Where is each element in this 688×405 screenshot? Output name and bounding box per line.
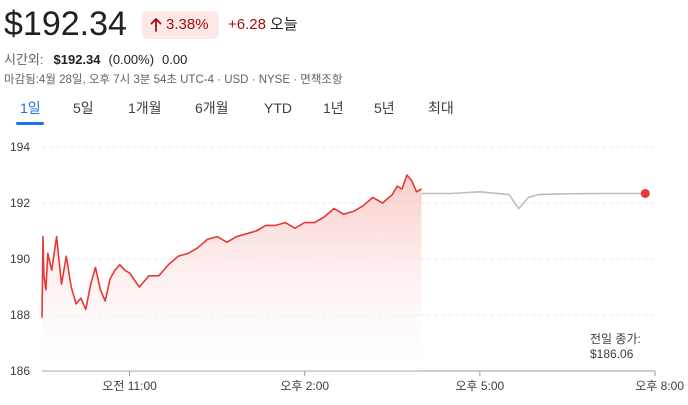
tab-1m[interactable]: 1개월 (128, 100, 162, 116)
active-tab-indicator (16, 122, 44, 125)
x-tick-label: 오전 11:00 (102, 379, 157, 393)
price-chart: 194 192 190 188 186 오전 11:00 오후 2:00 오후 5:00 오후 … (10, 140, 684, 393)
tab-6m[interactable]: 6개월 (195, 100, 229, 116)
after-hours-line (421, 191, 646, 210)
previous-close-label: 전일 종가: (590, 332, 641, 346)
tab-1d[interactable]: 1일 (20, 100, 41, 116)
y-tick-label: 192 (10, 196, 30, 210)
y-tick-label: 186 (10, 364, 30, 378)
y-tick-label: 194 (10, 140, 30, 154)
after-hours-label: 시간외: (4, 52, 44, 67)
arrow-up-icon (150, 18, 162, 32)
tab-5y[interactable]: 5년 (374, 100, 395, 116)
today-label: 오늘 (269, 16, 298, 33)
last-price-marker (640, 188, 650, 198)
regular-session-line (41, 174, 422, 318)
change-absolute: +6.28 (228, 16, 266, 33)
previous-close-value: $186.06 (590, 347, 634, 361)
x-tick-label: 오후 8:00 (635, 379, 684, 393)
after-hours-percent: (0.00%) (108, 52, 155, 67)
tab-1y[interactable]: 1년 (323, 100, 344, 116)
tab-5d[interactable]: 5일 (73, 100, 94, 116)
y-tick-label: 190 (10, 252, 30, 266)
change-percent-value: 3.38% (166, 16, 209, 33)
change-today: +6.28 오늘 (228, 11, 298, 39)
chart-axis-labels: 194 192 190 188 186 오전 11:00 오후 2:00 오후 5:00 오후 … (10, 140, 684, 393)
y-tick-label: 188 (10, 308, 30, 322)
x-tick-label: 오후 2:00 (280, 379, 329, 393)
range-tabs: 1일 5일 1개월 6개월 YTD 1년 5년 최대 (0, 98, 688, 125)
chart-lines (41, 174, 650, 318)
regular-session-area (42, 175, 422, 371)
after-hours-change: 0.00 (162, 52, 188, 67)
after-hours-price: $192.34 (53, 52, 101, 67)
tab-ytd[interactable]: YTD (264, 100, 292, 116)
current-price: $192.34 (4, 5, 127, 43)
after-hours-row: 시간외: $192.34 (0.00%) 0.00 (4, 52, 187, 68)
x-tick-label: 오후 5:00 (455, 379, 504, 393)
tab-max[interactable]: 최대 (428, 100, 454, 116)
chart-area-fill (42, 175, 422, 371)
change-percent-badge: 3.38% (142, 11, 219, 39)
market-status-line: 마감됨:4월 28일, 오후 7시 3분 54초 UTC-4 · USD · N… (4, 74, 343, 86)
previous-close: 전일 종가: $186.06 (590, 332, 641, 362)
